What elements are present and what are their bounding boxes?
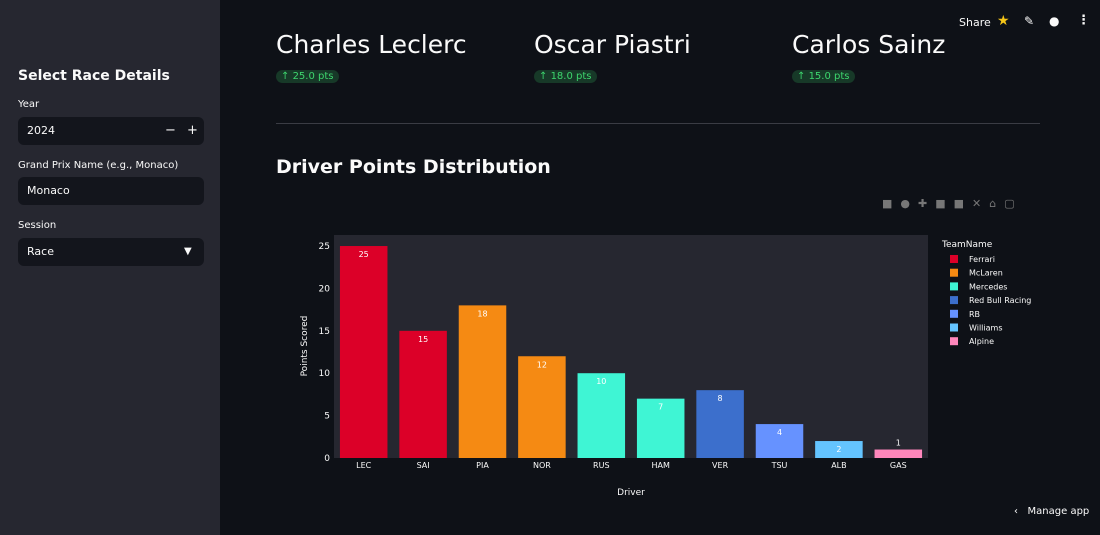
bar (339, 246, 388, 458)
legend-label: Red Bull Racing (969, 296, 1031, 305)
delta-text: 18.0 pts (550, 71, 592, 82)
y-tick-label: 20 (319, 284, 331, 294)
menu-icon[interactable]: ⋮ (1077, 13, 1090, 28)
sidebar-title: Select Race Details (18, 68, 170, 84)
legend-swatch (950, 268, 958, 277)
dropdown-icon: ▼ (184, 246, 192, 257)
session-label: Session (18, 220, 57, 231)
metric-label: Oscar Piastri (534, 30, 691, 59)
increment[interactable]: + (187, 123, 198, 138)
y-tick-label: 25 (319, 242, 330, 252)
share-button[interactable]: Share (959, 16, 991, 29)
bar (636, 398, 685, 458)
y-tick-label: 10 (319, 369, 331, 379)
star-icon[interactable]: ★ (997, 13, 1010, 29)
y-axis-title: Points Scored (300, 316, 310, 377)
data-label: 1 (896, 439, 901, 448)
modebar[interactable]: ■●✚■■✕⌂▢ (882, 197, 1023, 210)
x-tick-label: TSU (771, 461, 788, 470)
bar (458, 305, 507, 458)
bar (815, 441, 863, 458)
sidebar: Select Race Details Year 2024 − + Grand Pr… (0, 0, 220, 535)
data-label: 2 (836, 445, 841, 454)
edit-icon[interactable]: ✎ (1024, 14, 1035, 28)
metric-delta: ↑ 18.0 pts (534, 70, 597, 83)
session-select[interactable]: Race ▼ (18, 238, 204, 266)
legend-label: RB (969, 310, 980, 319)
x-tick-label: GAS (890, 461, 907, 470)
legend-swatch (950, 337, 958, 346)
x-axis-title: Driver (617, 488, 645, 498)
metric-delta: ↑ 15.0 pts (792, 70, 855, 83)
legend-label: McLaren (969, 269, 1003, 278)
y-tick-label: 15 (319, 327, 330, 337)
bar (399, 330, 447, 458)
legend-swatch (950, 282, 958, 291)
data-label: 7 (658, 403, 663, 412)
gp-label: Grand Prix Name (e.g., Monaco) (18, 160, 179, 171)
delta-text: 25.0 pts (292, 71, 334, 82)
legend-label: Williams (969, 324, 1003, 333)
gp-input[interactable]: Monaco (18, 177, 204, 205)
x-tick-label: SAI (417, 461, 430, 470)
chart: Driver Points Scored TeamName 0 5 10 15 20 25… (300, 235, 1031, 498)
data-label: 4 (777, 428, 782, 437)
legend-label: Ferrari (969, 255, 995, 264)
metric-label: Charles Leclerc (276, 30, 467, 59)
metric-delta: ↑ 25.0 pts (276, 70, 339, 83)
x-tick-label: NOR (533, 461, 551, 470)
data-label: 12 (537, 360, 547, 369)
y-tick-label: 0 (324, 454, 330, 464)
main: Charles Leclerc ↑ 25.0 pts Oscar Piastri… (220, 0, 1100, 535)
legend-label: Alpine (969, 337, 994, 346)
bar (755, 424, 804, 458)
legend-swatch (950, 296, 958, 305)
legend-swatch (950, 255, 958, 263)
session-value: Race (27, 245, 54, 258)
gp-value: Monaco (27, 184, 70, 197)
legend-swatch (950, 309, 958, 318)
metric-label: Carlos Sainz (792, 30, 946, 59)
delta-text: 15.0 pts (808, 71, 850, 82)
bar (874, 449, 923, 458)
data-label: 18 (477, 309, 487, 318)
year-input[interactable]: 2024 − + (18, 117, 204, 145)
manage-app-text: Manage app (1027, 506, 1090, 517)
legend-label: Mercedes (969, 282, 1007, 291)
bar (577, 373, 626, 458)
divider (276, 123, 1040, 124)
year-value: 2024 (27, 124, 55, 137)
data-label: 25 (359, 250, 369, 259)
legend-title: TeamName (941, 240, 993, 250)
data-label: 8 (718, 394, 723, 403)
y-tick-label: 5 (324, 412, 330, 422)
section-title: Driver Points Distribution (276, 156, 551, 178)
legend-swatch (950, 323, 958, 332)
manage-app[interactable]: ‹ Manage app (1014, 506, 1090, 517)
bar (518, 356, 566, 458)
bar (696, 390, 744, 458)
x-tick-label: HAM (652, 461, 670, 470)
x-tick-label: RUS (593, 461, 610, 470)
github-icon[interactable]: ● (1049, 14, 1060, 28)
year-label: Year (18, 99, 40, 110)
x-tick-label: VER (712, 461, 729, 470)
data-label: 15 (418, 335, 428, 344)
decrement[interactable]: − (165, 123, 176, 138)
data-label: 10 (596, 377, 606, 386)
x-tick-label: LEC (356, 461, 372, 470)
x-tick-label: ALB (831, 461, 846, 470)
x-tick-label: PIA (476, 461, 489, 470)
